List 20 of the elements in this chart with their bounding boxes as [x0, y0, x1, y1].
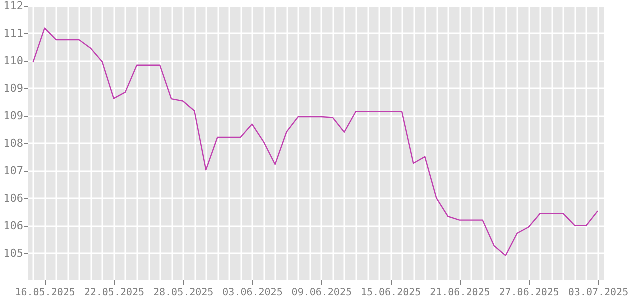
x-tick-label: 28.05.2025 — [153, 288, 214, 298]
y-tick-label: 107 — [4, 164, 24, 178]
y-tick-label: 112 — [4, 0, 24, 12]
x-tick-label: 03.07.2025 — [568, 288, 629, 298]
x-tick-label: 21.06.2025 — [430, 288, 490, 298]
y-tick-label: 108 — [4, 136, 24, 150]
y-tick-label: 109 — [4, 109, 24, 122]
y-tick-label: 106 — [4, 192, 24, 205]
x-tick-label: 09.06.2025 — [292, 288, 352, 298]
x-tick-label: 03.06.2025 — [222, 288, 283, 298]
line-series — [32, 28, 599, 256]
y-tick-label: 106 — [4, 219, 24, 232]
y-tick-label: 111 — [4, 26, 24, 40]
x-tick-label: 27.06.2025 — [499, 288, 560, 298]
y-tick-label: 105 — [4, 246, 24, 260]
y-tick-label: 109 — [4, 82, 24, 95]
x-tick-label: 22.05.2025 — [84, 288, 145, 298]
x-tick-label: 15.06.2025 — [360, 288, 422, 298]
x-tick-label: 16.05.2025 — [15, 288, 76, 298]
y-tick-label: 110 — [4, 54, 24, 68]
